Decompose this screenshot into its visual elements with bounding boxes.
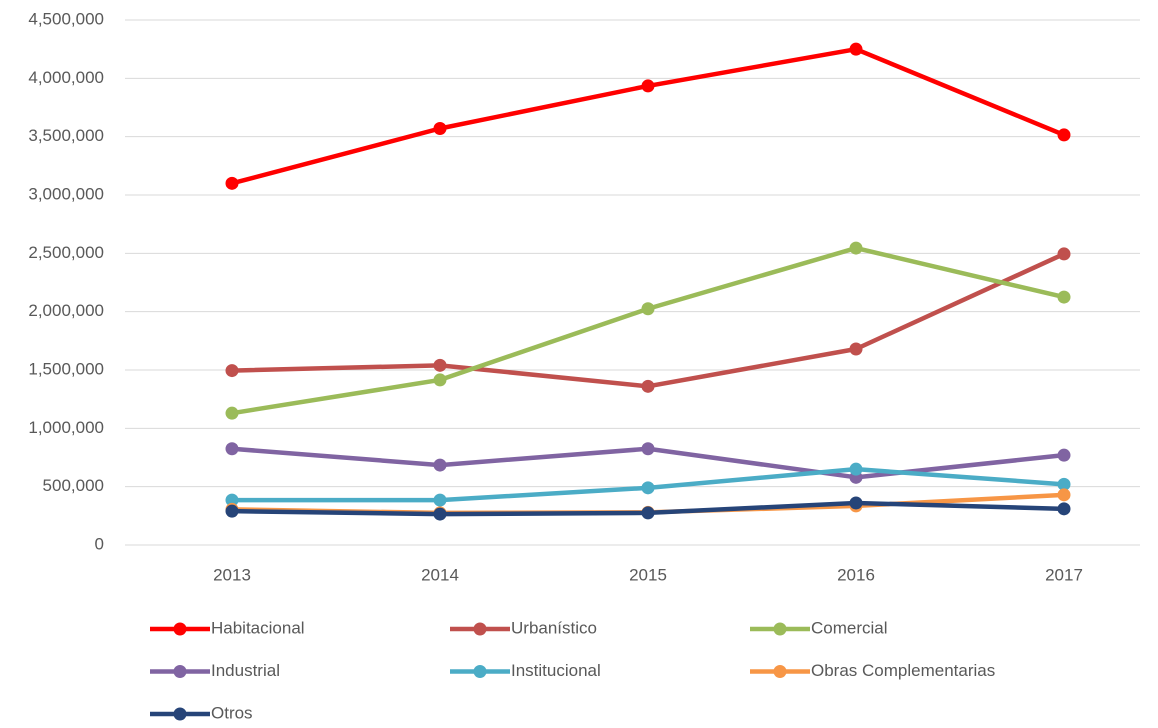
legend-marker: [773, 665, 787, 678]
y-tick-label: 500,000: [43, 476, 104, 495]
y-tick-label: 3,000,000: [28, 184, 104, 203]
data-point: [225, 442, 239, 456]
y-tick-label: 1,000,000: [28, 418, 104, 437]
legend-marker: [173, 622, 187, 636]
legend-marker: [173, 707, 187, 721]
legend-marker: [473, 622, 487, 636]
data-point: [225, 504, 239, 518]
data-point: [849, 462, 863, 476]
data-point: [225, 406, 239, 420]
legend-marker: [173, 665, 187, 678]
data-point: [433, 358, 447, 372]
x-tick-label: 2014: [421, 565, 459, 584]
data-point: [641, 302, 655, 316]
x-tick-label: 2017: [1045, 565, 1083, 584]
data-point: [1057, 502, 1071, 516]
y-tick-label: 2,500,000: [28, 243, 104, 262]
data-point: [225, 176, 239, 190]
y-tick-label: 4,500,000: [28, 9, 104, 28]
legend-marker: [473, 665, 487, 678]
data-point: [433, 507, 447, 521]
data-point: [641, 506, 655, 520]
x-tick-label: 2016: [837, 565, 875, 584]
y-tick-label: 4,000,000: [28, 68, 104, 87]
data-point: [1057, 128, 1071, 142]
legend-label: Habitacional: [211, 618, 305, 637]
data-point: [433, 458, 447, 472]
data-point: [225, 364, 239, 378]
data-point: [1057, 477, 1071, 491]
legend-label: Institucional: [511, 661, 601, 680]
legend-label: Obras Complementarias: [811, 661, 995, 680]
legend-marker: [773, 622, 787, 636]
data-point: [225, 493, 239, 507]
data-point: [1057, 488, 1071, 502]
data-point: [641, 79, 655, 93]
data-point: [641, 442, 655, 456]
data-point: [849, 42, 863, 56]
legend-label: Otros: [211, 703, 253, 722]
data-point: [1057, 290, 1071, 304]
series-line: [231, 251, 1065, 389]
data-point: [433, 122, 447, 135]
data-point: [849, 496, 863, 510]
data-point: [641, 481, 655, 495]
x-tick-label: 2013: [213, 565, 251, 584]
data-point: [433, 373, 447, 387]
legend-label: Urbanístico: [511, 618, 597, 637]
data-point: [1057, 448, 1071, 462]
data-point: [849, 342, 863, 356]
data-point: [1057, 247, 1071, 261]
data-point: [433, 493, 447, 507]
data-point: [641, 379, 655, 393]
series-line: [231, 46, 1065, 186]
y-tick-label: 0: [95, 534, 104, 553]
y-tick-label: 1,500,000: [28, 359, 104, 378]
y-tick-label: 3,500,000: [28, 126, 104, 145]
y-tick-label: 2,000,000: [28, 301, 104, 320]
data-point: [849, 241, 863, 255]
legend-label: Comercial: [811, 618, 888, 637]
x-tick-label: 2015: [629, 565, 667, 584]
legend-label: Industrial: [211, 661, 280, 680]
